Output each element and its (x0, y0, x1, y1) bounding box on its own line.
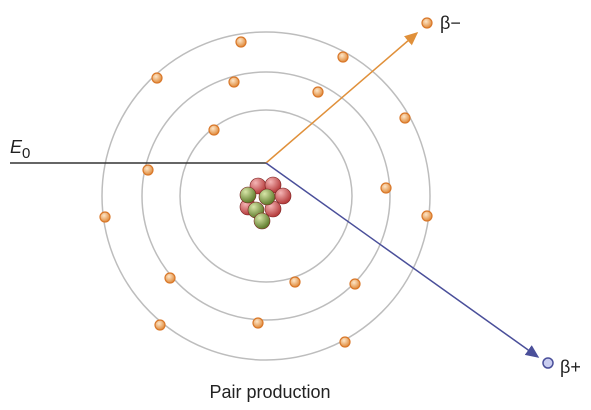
particle (165, 273, 175, 283)
incident-label: E0 (10, 137, 30, 162)
particle (254, 213, 270, 229)
particle (381, 183, 391, 193)
particle (338, 52, 348, 62)
caption: Pair production (209, 382, 330, 402)
particle (100, 212, 110, 222)
positron-track (266, 163, 538, 357)
particle (350, 279, 360, 289)
particle (290, 277, 300, 287)
particle (209, 125, 219, 135)
particle (400, 113, 410, 123)
particle (253, 318, 263, 328)
particle (259, 189, 275, 205)
particle (422, 211, 432, 221)
electron-label: β− (440, 13, 461, 33)
nucleus (240, 177, 291, 229)
particle (236, 37, 246, 47)
particle (340, 337, 350, 347)
particle (229, 77, 239, 87)
particle (313, 87, 323, 97)
particle (152, 73, 162, 83)
incident-subscript: 0 (22, 145, 30, 162)
electron (422, 18, 432, 28)
positron-label: β+ (560, 357, 581, 377)
particle (275, 188, 291, 204)
pair-production-diagram: E0 β− β+ Pair production (0, 0, 591, 410)
positron (543, 358, 553, 368)
particle (240, 187, 256, 203)
particle (143, 165, 153, 175)
particle (155, 320, 165, 330)
